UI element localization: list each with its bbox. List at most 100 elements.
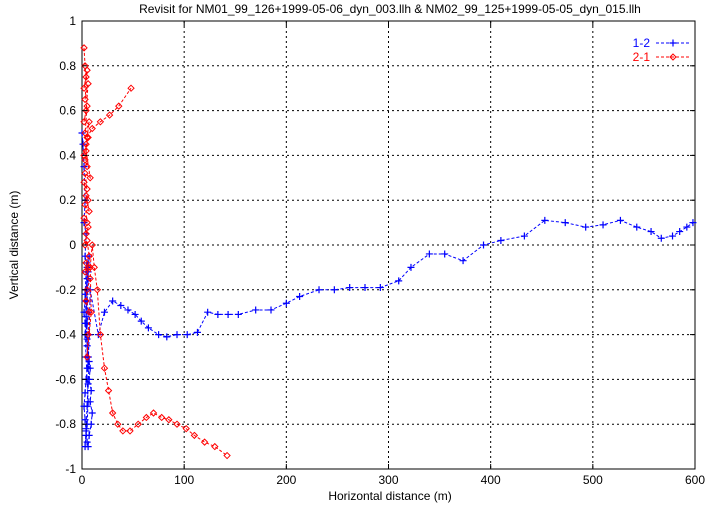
data-point <box>87 387 95 395</box>
data-point <box>85 207 93 216</box>
x-tick-label: 500 <box>583 473 603 487</box>
y-tick-label: 0.4 <box>59 148 76 162</box>
data-point <box>633 223 641 231</box>
data-point <box>109 297 117 305</box>
data-point <box>82 73 90 81</box>
data-point <box>127 84 135 92</box>
data-point <box>214 310 222 318</box>
data-point <box>104 386 113 395</box>
y-tick-label: 0.2 <box>59 193 76 207</box>
data-point <box>86 174 94 182</box>
data-point <box>82 147 90 155</box>
data-point <box>315 286 323 294</box>
y-tick-label: -1 <box>65 462 76 476</box>
x-tick-label: 100 <box>174 473 194 487</box>
data-point <box>83 236 91 245</box>
x-axis-label: Horizontal distance (m) <box>328 489 451 503</box>
data-point <box>224 310 232 318</box>
data-point <box>142 413 151 422</box>
data-point <box>108 409 117 417</box>
y-tick-label: 0.6 <box>59 104 76 118</box>
data-point <box>82 230 90 238</box>
data-point <box>96 330 105 339</box>
legend-label: 2-1 <box>633 50 651 64</box>
data-point <box>361 284 369 292</box>
data-point <box>105 111 114 119</box>
data-point <box>86 274 94 283</box>
data-point <box>689 219 697 227</box>
data-point <box>149 409 158 417</box>
data-point <box>93 286 102 294</box>
data-point <box>82 297 90 305</box>
x-tick-label: 200 <box>276 473 296 487</box>
x-tick-label: 600 <box>685 473 705 487</box>
data-point <box>114 420 122 428</box>
data-point <box>117 301 125 309</box>
data-point <box>190 431 199 440</box>
data-point <box>599 221 607 229</box>
y-tick-label: -0.8 <box>55 417 76 431</box>
legend: 1-22-1 <box>633 36 690 64</box>
data-point <box>90 263 98 272</box>
data-point <box>267 306 275 314</box>
data-point <box>223 451 231 460</box>
grid-lines <box>82 21 695 469</box>
data-point <box>80 214 88 222</box>
data-point <box>157 413 166 422</box>
data-point <box>137 317 145 325</box>
data-point <box>459 257 467 265</box>
data-point <box>330 286 338 294</box>
data-point <box>84 330 92 339</box>
legend-label: 1-2 <box>633 36 651 50</box>
data-point <box>81 443 89 451</box>
data-point <box>173 420 181 428</box>
data-point <box>119 427 127 435</box>
data-point <box>81 156 89 164</box>
series-line <box>81 132 694 447</box>
data-point <box>83 133 91 142</box>
data-point <box>83 162 91 171</box>
data-point <box>165 416 173 424</box>
data-point <box>84 364 92 372</box>
data-point <box>83 102 91 110</box>
data-point <box>83 66 91 74</box>
data-point <box>480 241 488 249</box>
data-point <box>83 438 91 446</box>
data-point <box>85 357 93 365</box>
data-point <box>87 308 95 316</box>
x-tick-label: 400 <box>481 473 501 487</box>
y-tick-label: 0 <box>69 238 76 252</box>
data-point <box>155 331 163 339</box>
data-point <box>282 299 290 307</box>
series-2 <box>80 44 231 460</box>
data-point <box>647 228 655 236</box>
data-point <box>296 293 304 301</box>
data-point <box>80 178 88 186</box>
data-point <box>85 118 93 126</box>
x-tick-label: 0 <box>79 473 86 487</box>
data-point <box>84 398 92 406</box>
data-point <box>81 290 89 298</box>
data-point <box>683 223 691 231</box>
legend-marker <box>669 53 677 61</box>
data-point <box>582 223 590 231</box>
plot-area <box>78 20 697 470</box>
data-point <box>561 219 569 227</box>
y-tick-label: 0.8 <box>59 59 76 73</box>
data-point <box>88 409 96 417</box>
chart-title: Revisit for NM01_99_126+1999-05-06_dyn_0… <box>139 2 641 16</box>
x-tick-label: 300 <box>378 473 398 487</box>
data-point <box>676 228 684 236</box>
data-point <box>657 234 665 242</box>
data-point <box>441 250 449 258</box>
data-point <box>252 306 260 314</box>
y-tick-label: -0.4 <box>55 328 76 342</box>
data-point <box>425 250 433 258</box>
data-point <box>88 241 96 249</box>
y-axis-ticks: -1 -0.8 -0.6 -0.4 -0.2 0 0.2 0.4 0.6 0.8 1 <box>55 14 695 476</box>
data-point <box>234 310 242 318</box>
data-point <box>81 169 89 178</box>
data-point <box>83 185 91 193</box>
data-point <box>81 200 89 209</box>
